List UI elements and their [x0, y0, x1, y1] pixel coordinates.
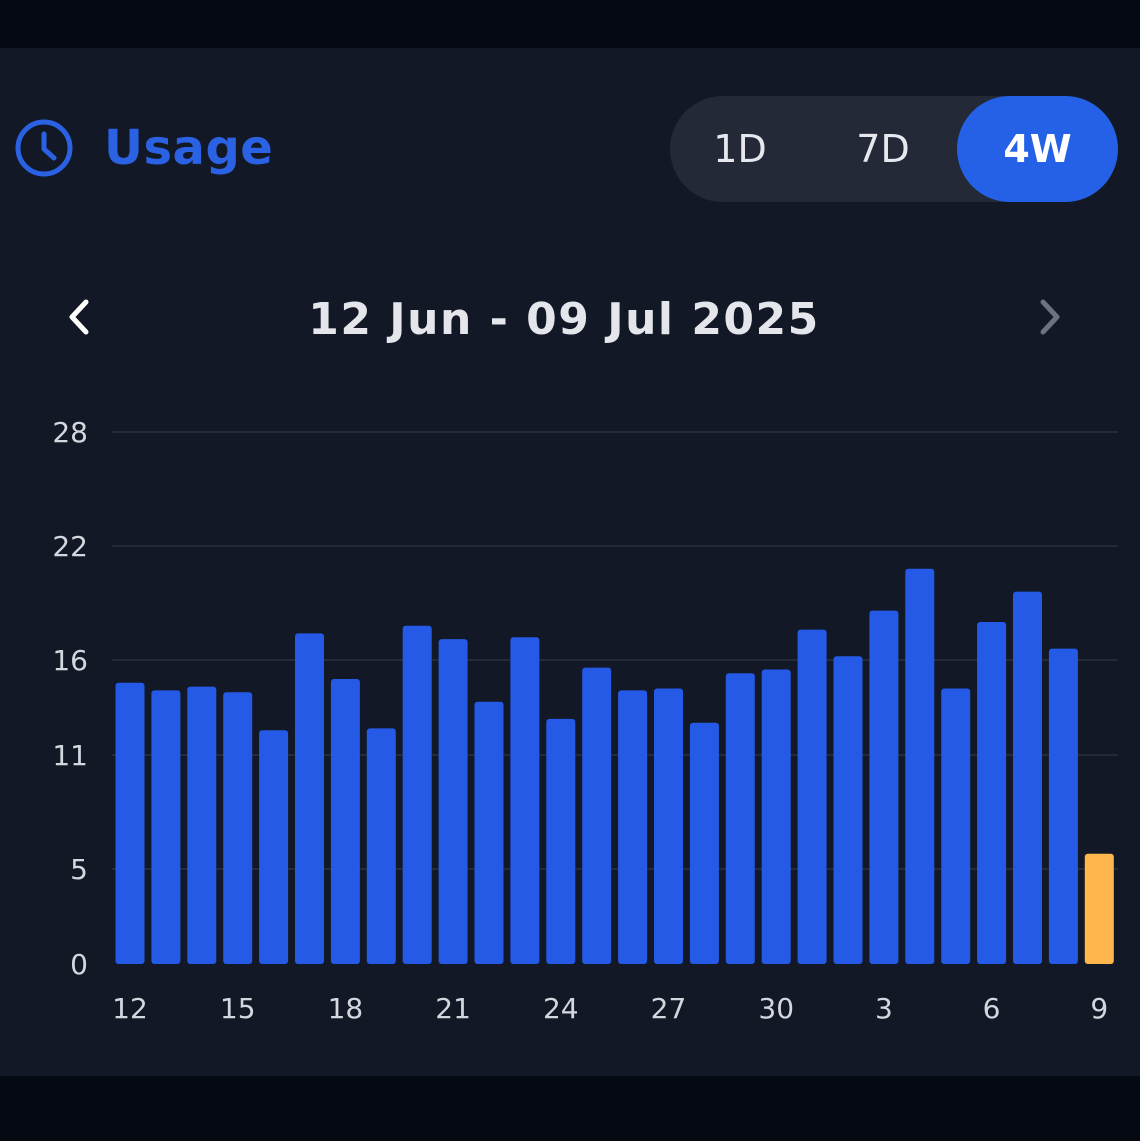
bar[interactable]	[546, 718, 576, 964]
bar[interactable]	[295, 633, 324, 964]
x-tick-label: 18	[328, 992, 364, 1025]
bar[interactable]	[833, 656, 863, 964]
usage-header: Usage 1D 7D 4W	[0, 48, 1140, 248]
range-selector: 1D 7D 4W	[670, 96, 1118, 202]
bar[interactable]	[1048, 648, 1078, 964]
date-range-row: 12 Jun - 09 Jul 2025	[0, 278, 1140, 358]
bar[interactable]	[151, 690, 181, 964]
bar[interactable]	[510, 637, 540, 964]
chevron-left-icon	[69, 299, 89, 335]
x-tick-label: 30	[758, 992, 794, 1025]
y-tick-label: 22	[52, 530, 88, 563]
bar[interactable]	[582, 667, 612, 964]
x-tick-label: 15	[220, 992, 256, 1025]
bar[interactable]	[941, 688, 971, 965]
bar[interactable]	[905, 568, 935, 964]
clock-icon	[15, 119, 73, 177]
x-tick-label: 9	[1090, 992, 1108, 1025]
next-period-button[interactable]	[1024, 292, 1074, 342]
y-tick-label: 0	[70, 948, 88, 981]
x-tick-label: 27	[651, 992, 687, 1025]
bar[interactable]	[618, 690, 648, 964]
bar[interactable]	[115, 682, 145, 964]
y-tick-label: 16	[52, 644, 88, 677]
x-tick-label: 6	[983, 992, 1001, 1025]
range-tab-7d[interactable]: 7D	[856, 127, 910, 171]
chevron-right-icon	[1040, 299, 1060, 335]
bar[interactable]	[761, 669, 791, 965]
y-tick-label: 5	[70, 853, 88, 886]
title-group: Usage	[14, 118, 273, 178]
page-title: Usage	[104, 120, 274, 176]
bar[interactable]	[223, 692, 253, 964]
date-range-label: 12 Jun - 09 Jul 2025	[308, 294, 820, 345]
y-tick-label: 28	[52, 416, 88, 449]
range-tab-4w[interactable]: 4W	[957, 96, 1118, 202]
bar[interactable]	[330, 679, 360, 964]
bar[interactable]	[869, 610, 899, 964]
bar[interactable]	[654, 688, 683, 965]
bar-current-day[interactable]	[1084, 853, 1114, 964]
bar[interactable]	[474, 701, 504, 964]
bar[interactable]	[402, 625, 432, 964]
x-tick-label: 12	[112, 992, 148, 1025]
y-tick-label: 11	[52, 739, 88, 772]
bar[interactable]	[797, 629, 827, 964]
bar[interactable]	[438, 639, 468, 964]
x-tick-label: 3	[875, 992, 893, 1025]
x-tick-label: 24	[543, 992, 579, 1025]
range-tab-1d[interactable]: 1D	[713, 127, 767, 171]
usage-bar-chart: 0 5 11 16 22 28 12 15 18 21 24 27 30 3 6 9	[52, 416, 1118, 1025]
bar[interactable]	[1013, 591, 1042, 964]
bar[interactable]	[977, 622, 1007, 964]
x-tick-label: 21	[435, 992, 471, 1025]
bar[interactable]	[187, 686, 217, 964]
bar[interactable]	[689, 722, 719, 964]
bar[interactable]	[366, 728, 396, 964]
usage-panel: Usage 1D 7D 4W 12 Jun - 09 Jul 2025 0 5 11…	[0, 48, 1140, 1076]
bar[interactable]	[725, 673, 755, 964]
bar[interactable]	[259, 730, 289, 964]
previous-period-button[interactable]	[55, 292, 105, 342]
